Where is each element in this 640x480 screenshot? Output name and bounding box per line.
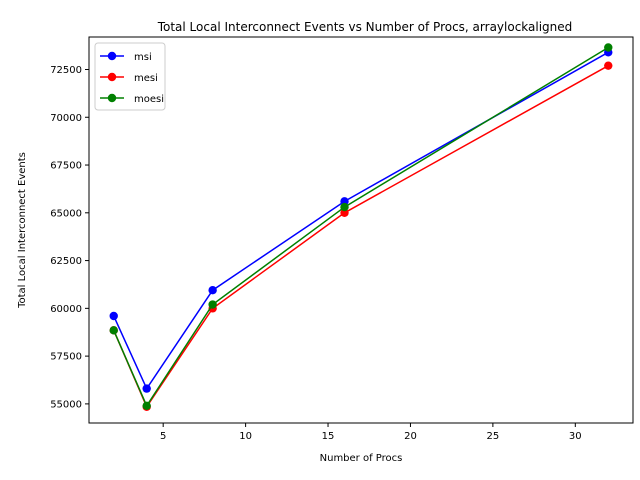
series-moesi	[109, 43, 613, 411]
data-point-moesi	[340, 202, 349, 212]
y-axis-label: Total Local Interconnect Events	[17, 152, 28, 309]
y-tick-label: 55000	[50, 399, 82, 410]
data-point-msi	[208, 285, 217, 295]
y-tick-label: 70000	[50, 113, 82, 124]
y-tick-label: 60000	[50, 304, 82, 315]
x-axis-label: Number of Procs	[320, 453, 403, 464]
legend: msi mesi moesi	[94, 42, 166, 111]
data-point-mesi	[604, 61, 613, 70]
x-tick-label: 25	[487, 431, 500, 442]
x-tick-label: 30	[569, 431, 582, 442]
legend-marker-msi	[107, 51, 117, 61]
x-tick-label: 5	[160, 431, 166, 442]
data-point-moesi	[142, 401, 151, 411]
data-point-moesi	[208, 300, 217, 309]
legend-label-mesi: mesi	[134, 73, 158, 84]
series-layer	[109, 43, 613, 411]
x-tick-label: 15	[322, 431, 335, 442]
legend-label-moesi: moesi	[134, 94, 164, 105]
legend-label-msi: msi	[134, 52, 152, 63]
plot-frame	[88, 36, 634, 424]
legend-marker-mesi	[107, 72, 117, 82]
y-tick-label: 67500	[50, 161, 82, 172]
y-axis-ticks: 55000 57500 60000 62500 65000 67500 70000 72500	[50, 65, 89, 410]
y-tick-label: 65000	[50, 208, 82, 219]
data-point-moesi	[604, 43, 613, 52]
data-point-moesi	[109, 326, 118, 335]
legend-marker-moesi	[107, 93, 117, 103]
x-axis-ticks: 5 10 15 20 25 30	[160, 423, 582, 442]
chart-title: Total Local Interconnect Events vs Numbe…	[157, 20, 573, 34]
y-tick-label: 72500	[50, 65, 82, 76]
x-tick-label: 20	[404, 431, 417, 442]
y-tick-label: 62500	[50, 256, 82, 267]
data-point-msi	[109, 311, 118, 321]
data-point-msi	[142, 384, 151, 393]
x-tick-label: 10	[239, 431, 252, 442]
y-tick-label: 57500	[50, 352, 82, 363]
